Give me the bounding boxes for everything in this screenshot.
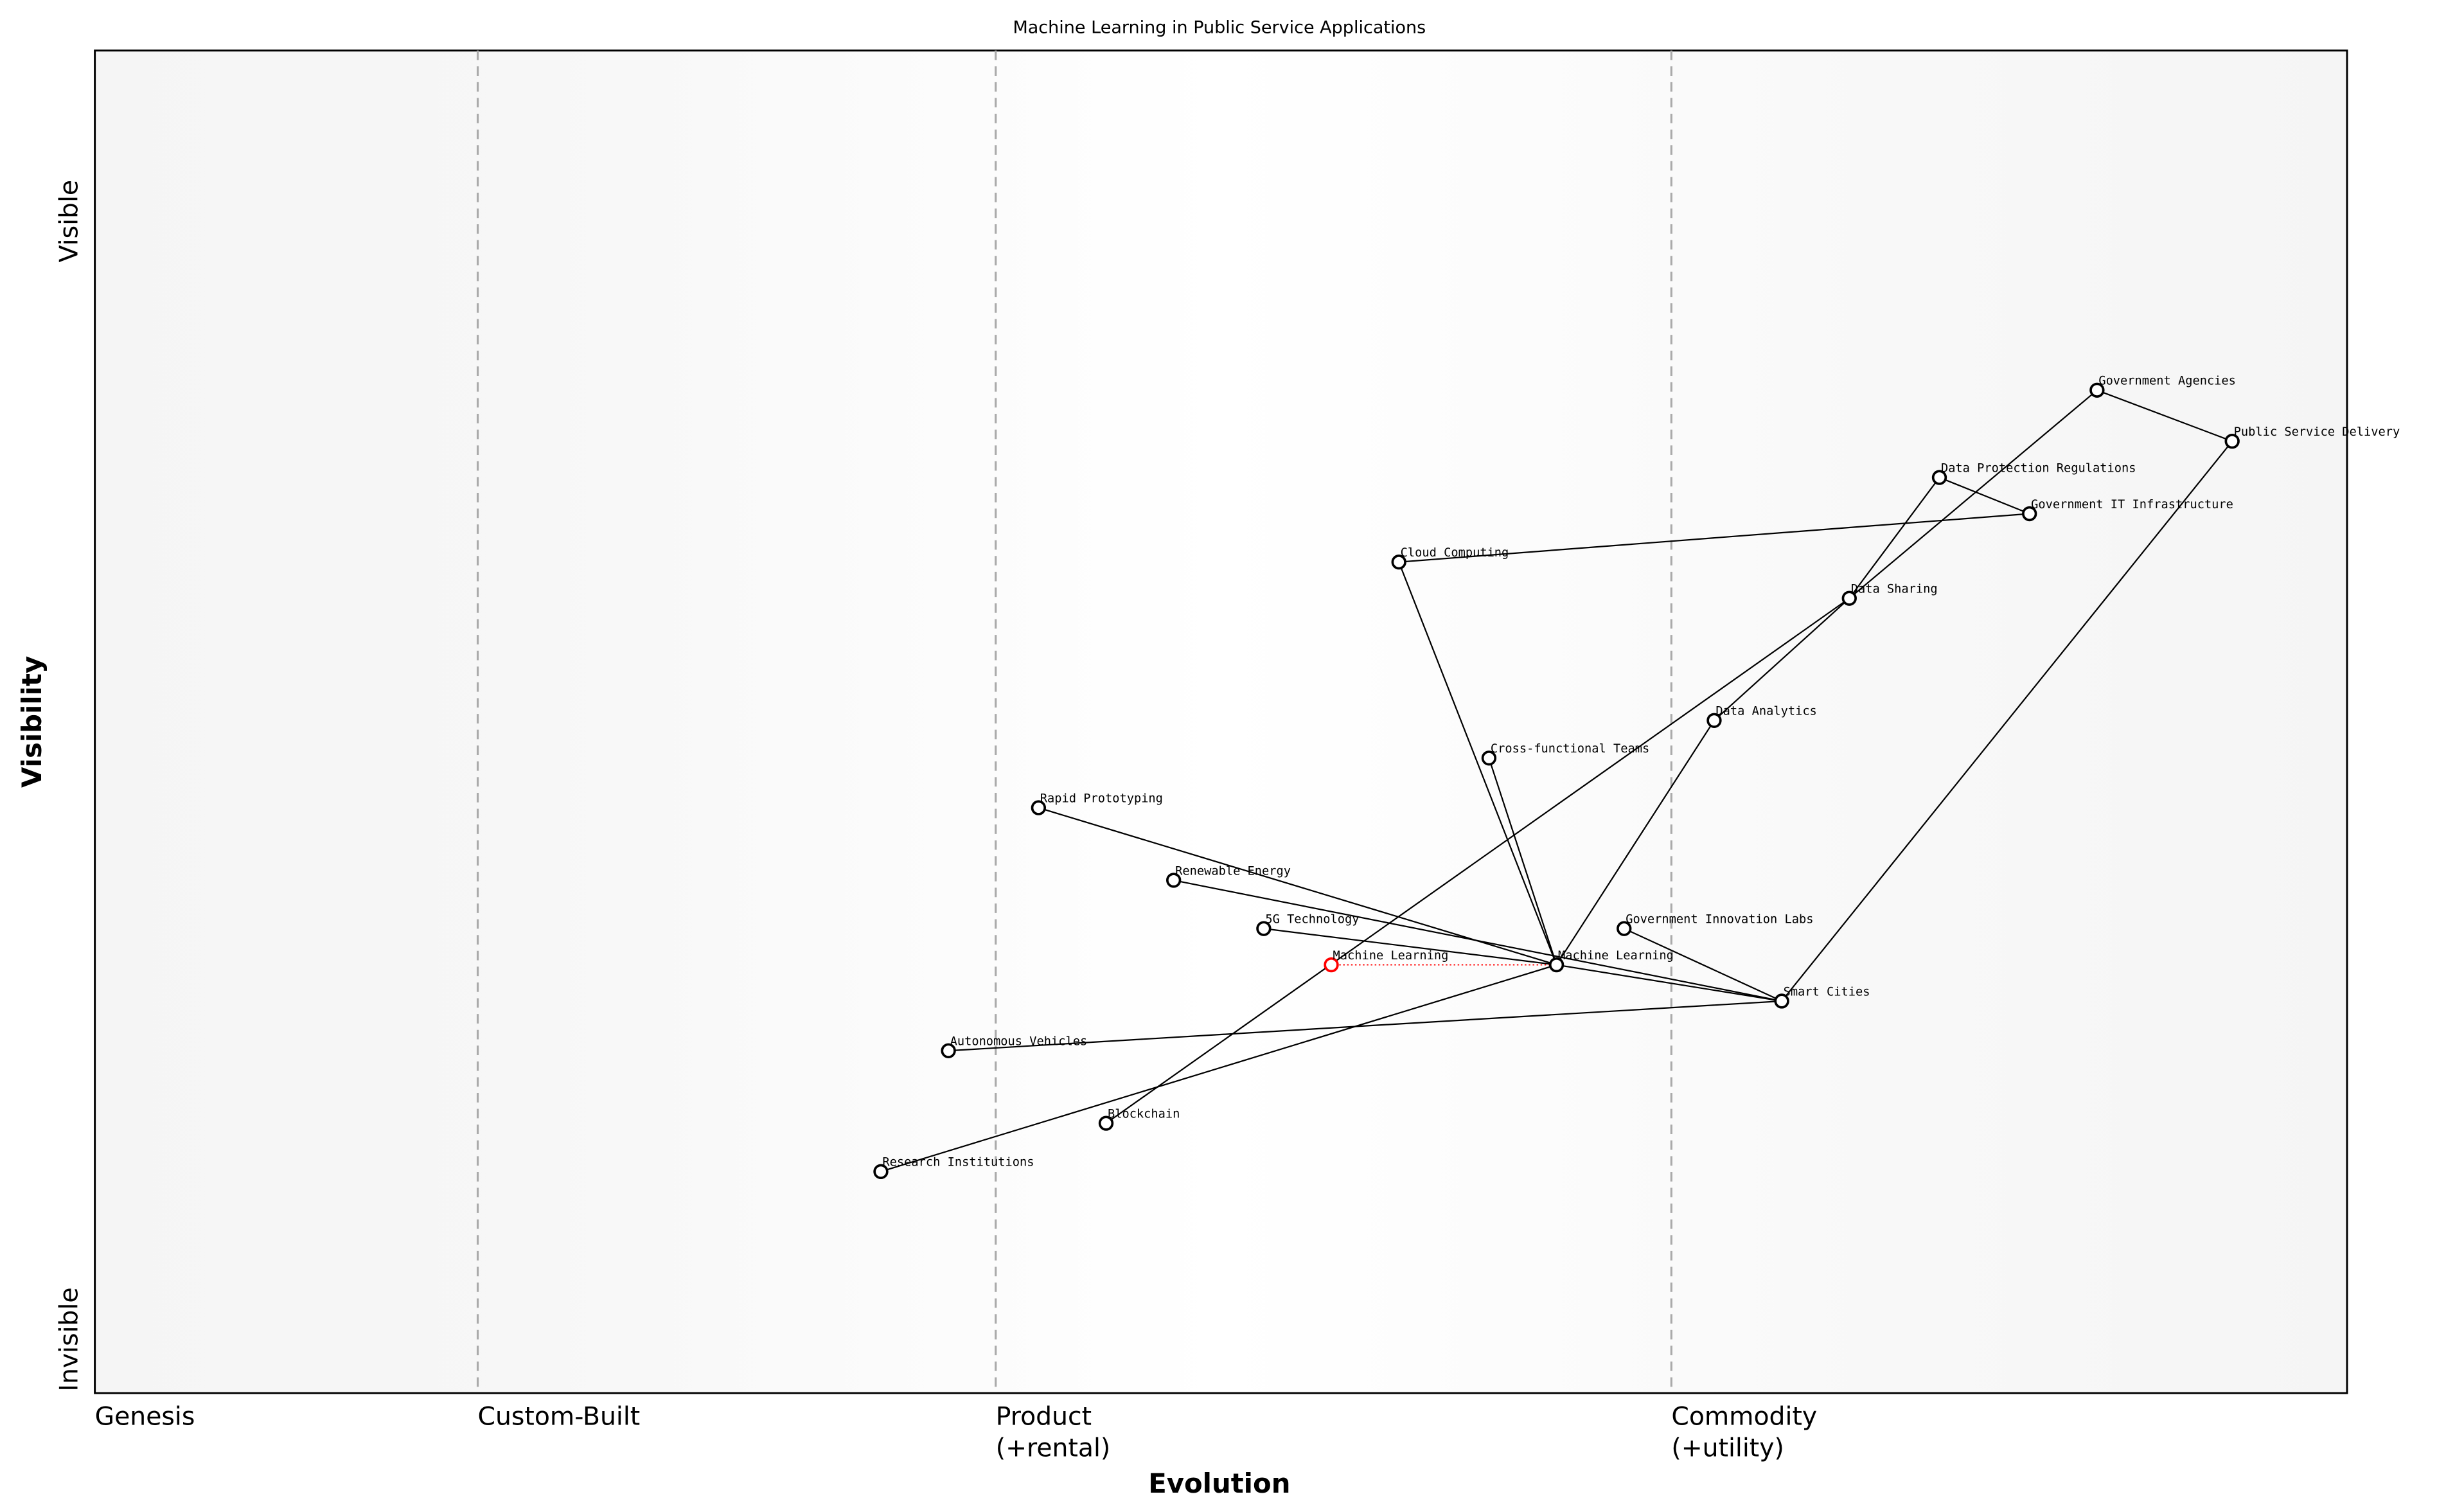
component-label: Machine Learning [1558,949,1674,963]
link-ml-sc [1556,964,1782,1002]
component-re[interactable]: Renewable Energy [1166,864,1291,888]
link-av-sc [948,1000,1782,1052]
component-marker[interactable] [1256,921,1272,936]
component-marker[interactable] [1166,873,1182,888]
dependency-links [880,389,2233,1173]
component-label: Cloud Computing [1401,546,1509,560]
component-label: Renewable Energy [1175,864,1291,878]
stage-label: Product [996,1401,1092,1431]
component-label: Data Analytics [1715,705,1816,718]
component-label: Public Service Delivery [2234,425,2400,439]
link-ga-ds [1848,389,2098,599]
y-axis-bottom-label: Invisible [55,1287,84,1391]
stage-sublabel: (+utility) [1671,1433,1784,1462]
stage-labels: Genesis Custom-Built Product(+rental) Commo… [95,1401,1818,1462]
component-dpr[interactable]: Data Protection Regulations [1931,461,2136,485]
component-marker[interactable] [873,1164,889,1180]
component-g5[interactable]: 5G Technology [1256,913,1359,936]
component-label: Data Protection Regulations [1941,461,2136,475]
plot-area [94,49,2348,1394]
component-label: Government Agencies [2098,375,2236,388]
component-marker[interactable] [1548,957,1564,973]
component-label: Government IT Infrastructure [2031,498,2233,511]
component-marker[interactable] [941,1043,956,1058]
y-axis-title: Visibility [16,656,48,788]
link-cft-ml [1488,758,1557,965]
link-gil-sc [1624,928,1782,1002]
component-marker[interactable] [1706,713,1722,728]
component-marker[interactable] [1774,993,1789,1009]
component-bc[interactable]: Blockchain [1098,1108,1180,1131]
map-title: Machine Learning in Public Service Appli… [1013,18,1426,38]
component-mlr[interactable]: Machine Learning [1324,949,1449,973]
component-marker[interactable] [1031,800,1047,815]
component-label: Smart Cities [1784,985,1870,999]
component-marker[interactable] [1931,470,1947,485]
component-rp[interactable]: Rapid Prototyping [1031,792,1163,815]
x-axis-title: Evolution [1148,1468,1290,1499]
link-dpr-giti [1939,477,2030,515]
y-axis-top-label: Visible [55,180,84,262]
component-marker[interactable] [2224,434,2240,449]
link-da-ml [1556,720,1715,966]
component-label: Research Institutions [882,1156,1034,1169]
component-ds[interactable]: Data Sharing [1841,583,1938,606]
component-marker[interactable] [1391,555,1406,570]
component-ri[interactable]: Research Institutions [873,1156,1034,1180]
component-label: Rapid Prototyping [1040,792,1163,805]
link-giti-cc [1399,513,2030,563]
component-psd[interactable]: Public Service Delivery [2224,425,2400,449]
link-g5-ml [1263,928,1557,966]
link-ds-bc [1105,598,1850,1124]
component-cft[interactable]: Cross-functional Teams [1481,742,1650,766]
component-marker[interactable] [1324,957,1339,973]
link-cc-ml [1398,562,1557,965]
component-av[interactable]: Autonomous Vehicles [941,1035,1088,1058]
component-marker[interactable] [1841,591,1857,606]
components: Government Agencies Public Service Delive… [873,375,2400,1180]
component-label: 5G Technology [1265,913,1359,927]
component-cc[interactable]: Cloud Computing [1391,546,1509,570]
component-marker[interactable] [2089,382,2105,398]
link-ml-ri [880,964,1557,1173]
component-label: Cross-functional Teams [1491,742,1649,756]
link-dpr-ds [1848,477,1940,599]
component-marker[interactable] [1098,1115,1114,1131]
component-gil[interactable]: Government Innovation Labs [1617,913,1814,936]
component-label: Blockchain [1108,1108,1180,1121]
component-label: Machine Learning [1333,949,1449,963]
component-giti[interactable]: Government IT Infrastructure [2022,498,2233,522]
component-marker[interactable] [2022,506,2037,522]
component-da[interactable]: Data Analytics [1706,705,1817,728]
component-label: Data Sharing [1851,583,1938,596]
component-marker[interactable] [1481,751,1497,766]
component-marker[interactable] [1617,921,1632,936]
link-re-sc [1173,879,1782,1002]
component-ga[interactable]: Government Agencies [2089,375,2236,398]
stage-label: Custom-Built [478,1401,641,1431]
link-sc-psd [1781,440,2233,1002]
stage-label: Commodity [1671,1401,1817,1431]
stage-label: Genesis [95,1401,195,1431]
stage-dividers [476,50,1672,1394]
component-label: Government Innovation Labs [1626,913,1813,927]
component-sc[interactable]: Smart Cities [1774,985,1870,1009]
component-label: Autonomous Vehicles [950,1035,1088,1049]
component-ml[interactable]: Machine Learning [1548,949,1674,973]
stage-sublabel: (+rental) [996,1433,1111,1462]
link-ga-psd [2096,389,2233,442]
link-ds-da [1714,598,1850,722]
